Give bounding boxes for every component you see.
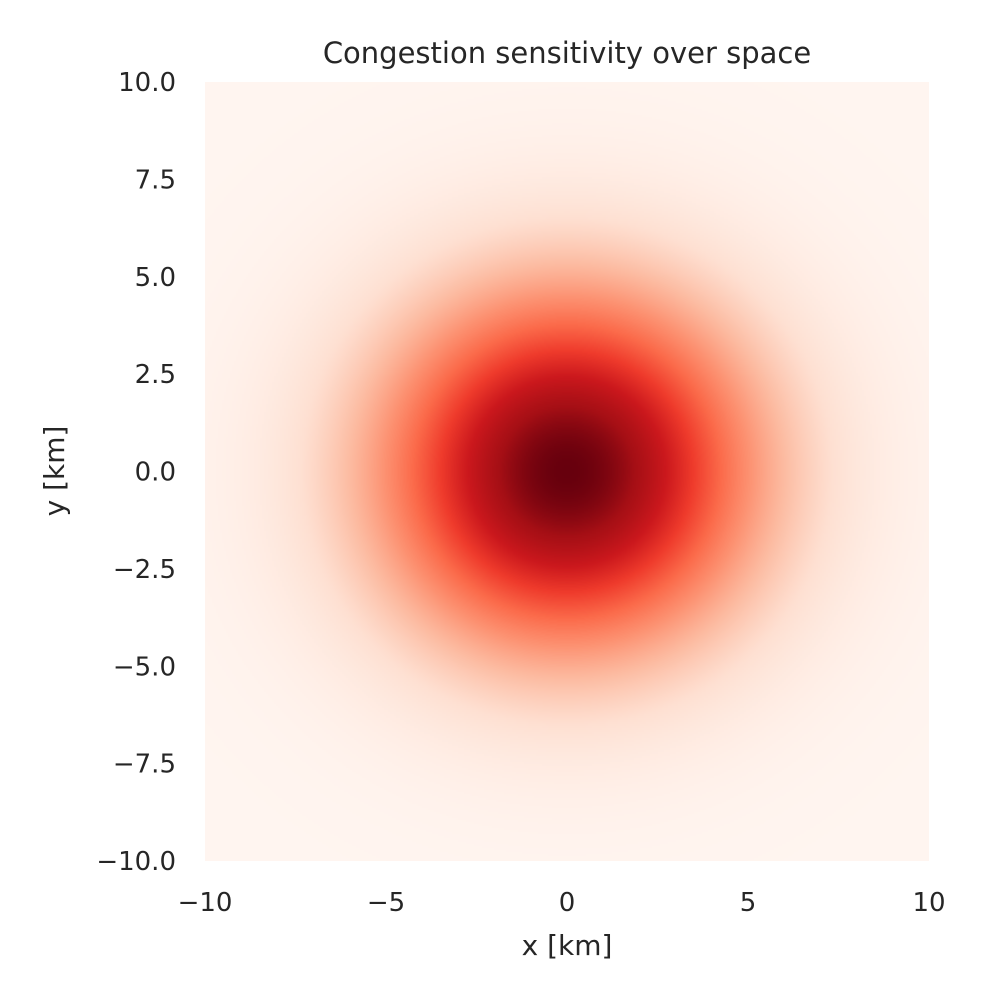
chart-title: Congestion sensitivity over space <box>323 36 811 70</box>
y-tick-label: 5.0 <box>135 263 176 293</box>
heatmap-image <box>205 82 929 861</box>
y-tick-label: 10.0 <box>118 68 176 98</box>
y-tick-label: −7.5 <box>113 750 176 780</box>
y-axis-ticks: 10.0 7.5 5.0 2.5 0.0 −2.5 −5.0 −7.5 −10.0 <box>96 68 176 877</box>
x-tick-label: −5 <box>367 888 405 918</box>
x-tick-label: −10 <box>178 888 233 918</box>
y-axis-label: y [km] <box>38 426 71 517</box>
x-axis-label: x [km] <box>522 929 613 962</box>
y-tick-label: 0.0 <box>135 458 176 488</box>
y-tick-label: −10.0 <box>96 847 176 877</box>
y-tick-label: −2.5 <box>113 555 176 585</box>
x-tick-label: 10 <box>912 888 945 918</box>
y-tick-label: 2.5 <box>135 360 176 390</box>
plot-area <box>205 82 929 861</box>
x-tick-label: 5 <box>740 888 757 918</box>
y-tick-label: −5.0 <box>113 652 176 682</box>
y-tick-label: 7.5 <box>135 165 176 195</box>
x-axis-ticks: −10 −5 0 5 10 <box>178 888 946 918</box>
x-tick-label: 0 <box>559 888 576 918</box>
